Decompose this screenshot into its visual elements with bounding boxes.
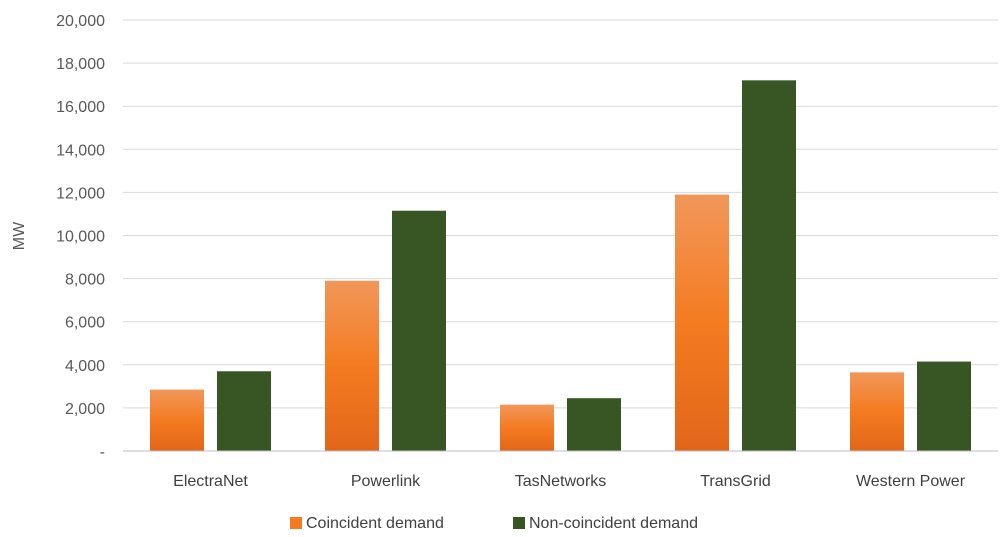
x-category-label: TasNetworks <box>515 473 607 490</box>
bar-coincident <box>500 404 554 451</box>
x-category-label: Western Power <box>856 473 966 490</box>
legend-label: Non-coincident demand <box>529 515 698 532</box>
legend: Coincident demand Non-coincident demand <box>290 515 698 532</box>
y-tick-label: 6,000 <box>65 315 105 332</box>
y-tick-label: 18,000 <box>56 56 105 73</box>
bar-coincident <box>675 194 729 451</box>
gridlines <box>123 19 998 409</box>
x-category-label: ElectraNet <box>173 473 248 490</box>
y-tick-label: 16,000 <box>56 99 105 116</box>
x-category-label: Powerlink <box>351 473 421 490</box>
legend-swatch-coincident <box>290 517 302 529</box>
bar-non-coincident <box>567 398 621 451</box>
y-tick-label: - <box>100 444 105 461</box>
y-tick-label: 12,000 <box>56 185 105 202</box>
y-tick-label: 2,000 <box>65 401 105 418</box>
y-axis-title: MW <box>11 221 28 250</box>
x-category-label: TransGrid <box>700 473 771 490</box>
bar-coincident <box>325 280 379 451</box>
y-tick-label: 10,000 <box>56 229 105 246</box>
legend-label: Coincident demand <box>306 515 444 532</box>
bars <box>150 80 971 451</box>
y-tick-label: 20,000 <box>56 13 105 30</box>
y-tick-label: 4,000 <box>65 358 105 375</box>
y-tick-label: 14,000 <box>56 142 105 159</box>
bar-non-coincident <box>217 371 271 451</box>
x-axis-category-labels: ElectraNet Powerlink TasNetworks TransGrid W… <box>173 473 966 490</box>
bar-coincident <box>150 389 204 451</box>
y-tick-label: 8,000 <box>65 272 105 289</box>
bar-non-coincident <box>392 210 446 451</box>
bar-non-coincident <box>742 80 796 451</box>
legend-swatch-non-coincident <box>513 517 525 529</box>
y-axis-tick-labels: - 2,000 4,000 6,000 8,000 10,000 12,000 14,000 1… <box>56 13 105 461</box>
bar-coincident <box>850 372 904 451</box>
bar-non-coincident <box>917 361 971 451</box>
